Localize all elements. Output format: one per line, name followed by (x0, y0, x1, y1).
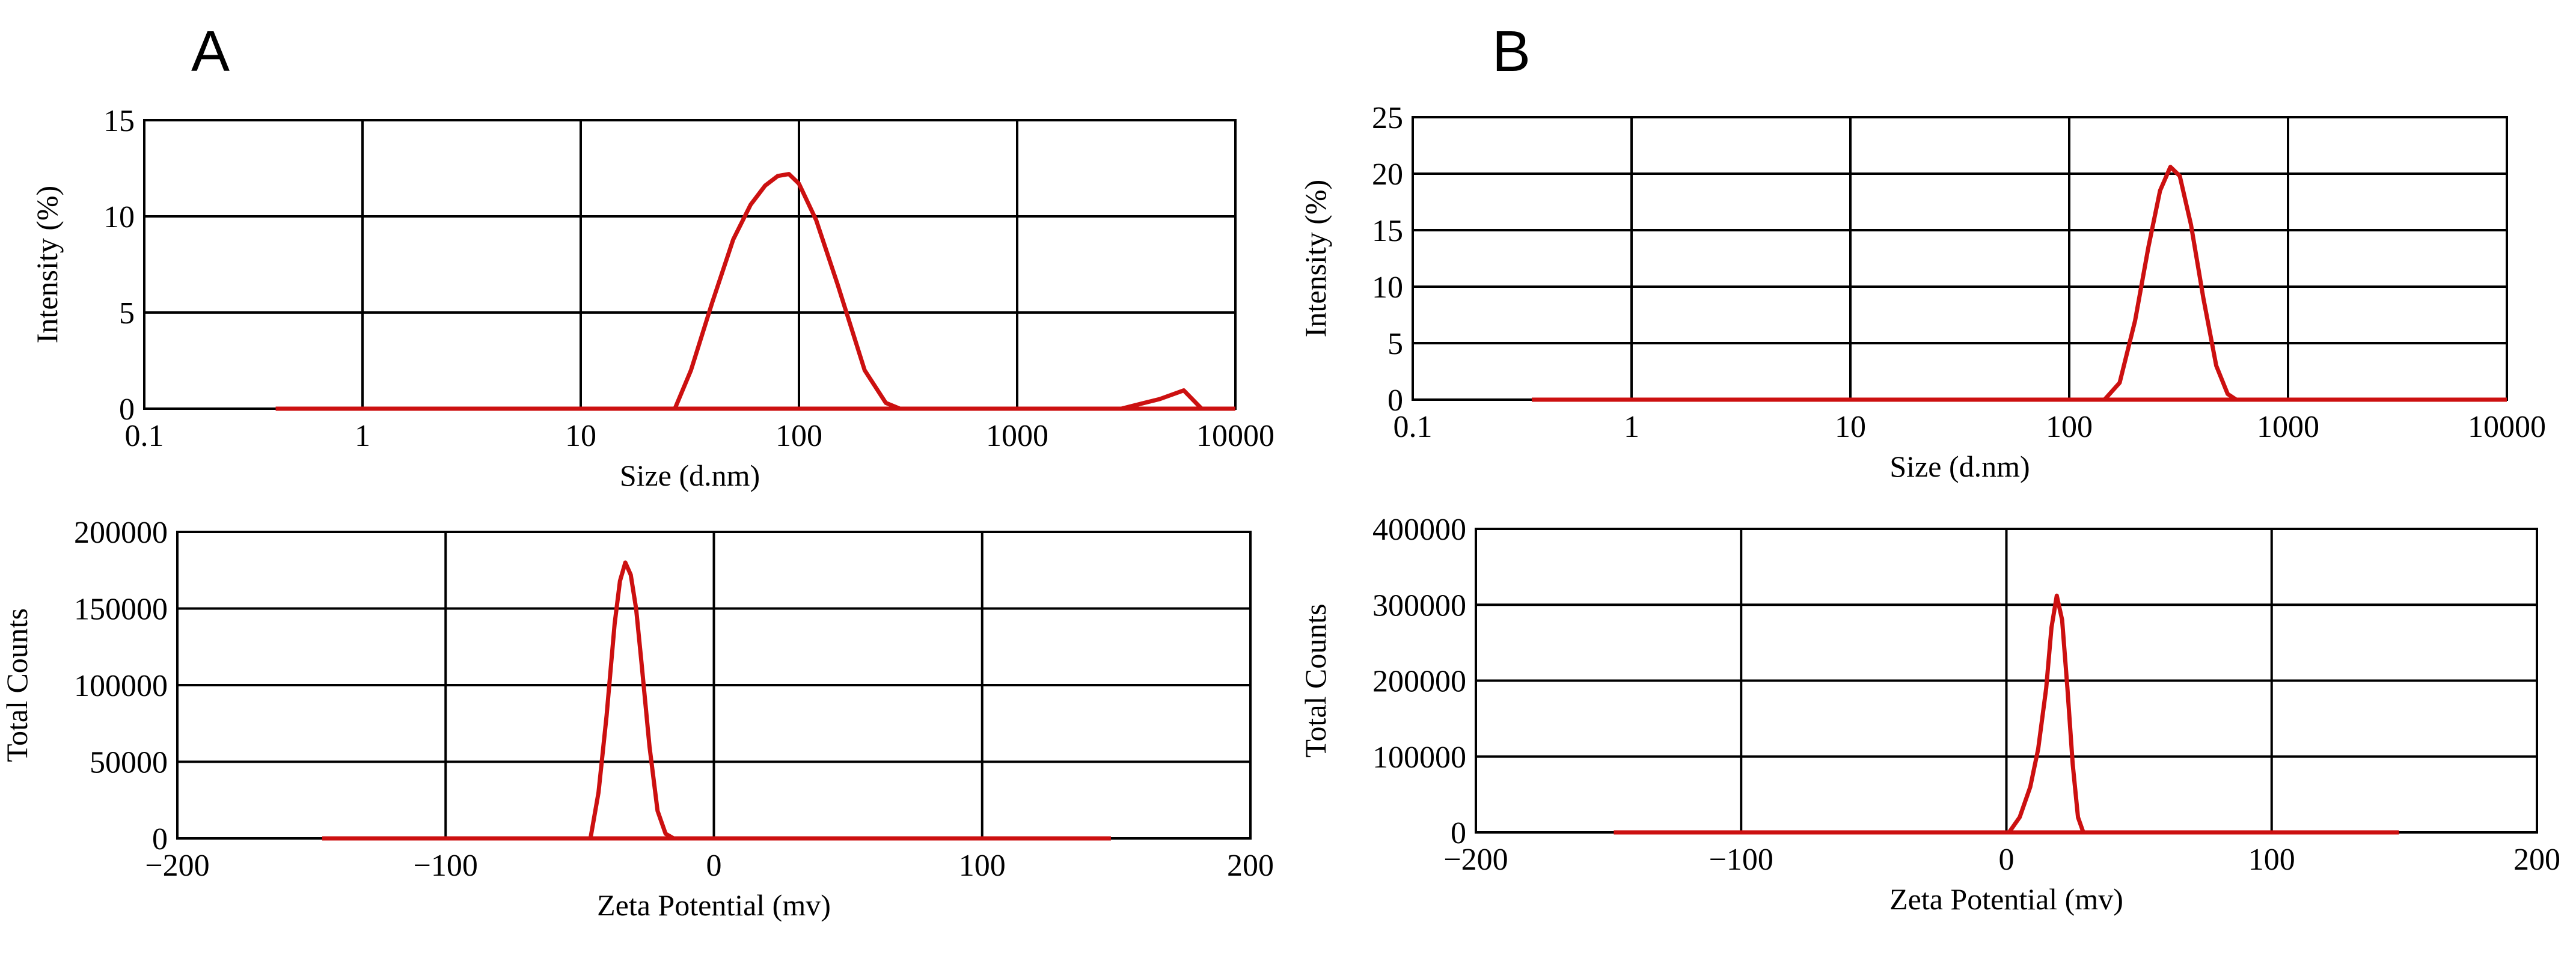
x-tick-label: 0.1 (125, 419, 164, 453)
y-tick-label: 0 (1451, 816, 1466, 850)
panel-label-a: A (191, 19, 230, 84)
plot-frame (1412, 116, 2508, 401)
x-tick-label: 100 (959, 849, 1006, 883)
y-axis-label: Intensity (%) (1299, 180, 1332, 337)
x-tick-label: 200 (2513, 843, 2560, 877)
y-tick-label: 15 (103, 104, 135, 138)
x-tick-label: −200 (1443, 843, 1508, 877)
series-line-minor-peak (1121, 388, 1204, 411)
chart-A-size: 0.1 1 10 100 1000 10000 0 5 10 15 Size (d.nm) Inten… (30, 104, 1274, 492)
x-tick-label: 100 (2248, 843, 2295, 877)
x-tick-label: 10000 (2468, 410, 2546, 444)
y-tick-label: 5 (119, 296, 135, 331)
x-tick-label: 1 (355, 419, 370, 453)
x-axis-label: Zeta Potential (mv) (1889, 882, 2123, 916)
y-tick-label: 20 (1372, 157, 1403, 192)
x-tick-label: 10000 (1196, 419, 1274, 453)
y-tick-label: 5 (1387, 327, 1403, 361)
x-tick-label: −100 (414, 849, 478, 883)
series-line-peak (2007, 593, 2085, 834)
y-tick-label: 150000 (74, 593, 168, 627)
y-tick-label: 15 (1372, 214, 1403, 248)
x-tick-label: 1000 (986, 419, 1048, 453)
panel-label-b: B (1492, 19, 1531, 84)
y-tick-label: 0 (152, 822, 168, 856)
y-tick-label: 400000 (1372, 513, 1466, 547)
y-tick-label: 100000 (74, 669, 168, 703)
x-tick-label: 100 (2046, 410, 2093, 444)
chart-B-zeta: −200 −100 0 100 200 0 100000 200000 300000 400000… (1299, 513, 2560, 916)
series-line-peak (588, 560, 675, 841)
x-tick-label: 1 (1624, 410, 1639, 444)
y-tick-label: 200000 (1372, 665, 1466, 699)
x-tick-label: 200 (1227, 849, 1274, 883)
x-tick-label: 1000 (2257, 410, 2319, 444)
x-tick-label: 10 (1835, 410, 1866, 444)
y-tick-label: 200000 (74, 516, 168, 550)
x-tick-label: −100 (1709, 843, 1773, 877)
plot-frame (143, 119, 1237, 410)
x-tick-label: 10 (565, 419, 596, 453)
y-tick-label: 50000 (90, 746, 168, 780)
y-axis-label: Total Counts (0, 608, 34, 762)
series-line-peak (673, 172, 901, 411)
y-axis-label: Intensity (%) (30, 186, 64, 343)
y-tick-label: 100000 (1372, 740, 1466, 775)
y-tick-label: 0 (119, 392, 135, 427)
y-tick-label: 10 (1372, 270, 1403, 305)
y-tick-label: 25 (1372, 101, 1403, 135)
y-tick-label: 0 (1387, 383, 1403, 418)
x-axis-label: Size (d.nm) (620, 459, 760, 492)
x-tick-label: 100 (776, 419, 822, 453)
x-axis-label: Zeta Potential (mv) (597, 888, 831, 922)
chart-A-zeta: −200 −100 0 100 200 0 50000 100000 150000 200000 Z… (0, 516, 1274, 922)
x-tick-label: 0 (706, 849, 722, 883)
chart-B-size: 0.1 1 10 100 1000 10000 0 5 10 15 20 25 Size (d.nm) I… (1299, 101, 2546, 483)
series-line-peak (2103, 165, 2238, 401)
x-tick-label: 0 (1999, 843, 2015, 877)
y-tick-label: 300000 (1372, 588, 1466, 623)
x-axis-label: Size (d.nm) (1889, 450, 2030, 483)
x-tick-label: −200 (145, 849, 209, 883)
y-axis-label: Total Counts (1299, 603, 1332, 757)
y-tick-label: 10 (103, 200, 135, 234)
x-tick-label: 0.1 (1394, 410, 1433, 444)
